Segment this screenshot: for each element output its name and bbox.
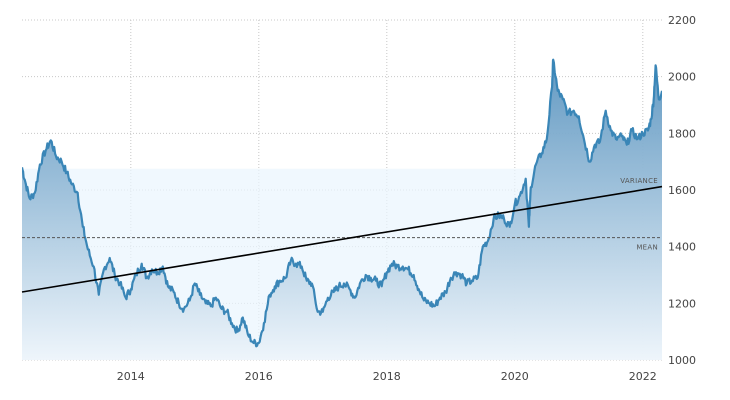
x-tick-label: 2016 [245, 370, 273, 383]
x-tick-label: 2014 [117, 370, 145, 383]
y-tick-label: 2000 [668, 71, 696, 84]
y-tick-label: 1800 [668, 127, 696, 140]
y-tick-label: 1200 [668, 297, 696, 310]
x-tick-label: 2018 [373, 370, 401, 383]
variance-label: VARIANCE [620, 177, 658, 185]
y-tick-label: 1000 [668, 354, 696, 367]
x-tick-label: 2020 [501, 370, 529, 383]
y-tick-label: 1400 [668, 241, 696, 254]
price-line [22, 58, 662, 348]
mean-label: MEAN [636, 244, 658, 252]
x-axis: 2014 2016 2018 2020 2022 [117, 370, 657, 383]
y-tick-label: 1600 [668, 184, 696, 197]
x-tick-label: 2022 [629, 370, 657, 383]
price-area [22, 59, 662, 360]
y-axis: 1000 1200 1400 1600 1800 2000 2200 [668, 14, 696, 367]
trend-line [21, 185, 663, 293]
y-tick-label: 2200 [668, 14, 696, 27]
